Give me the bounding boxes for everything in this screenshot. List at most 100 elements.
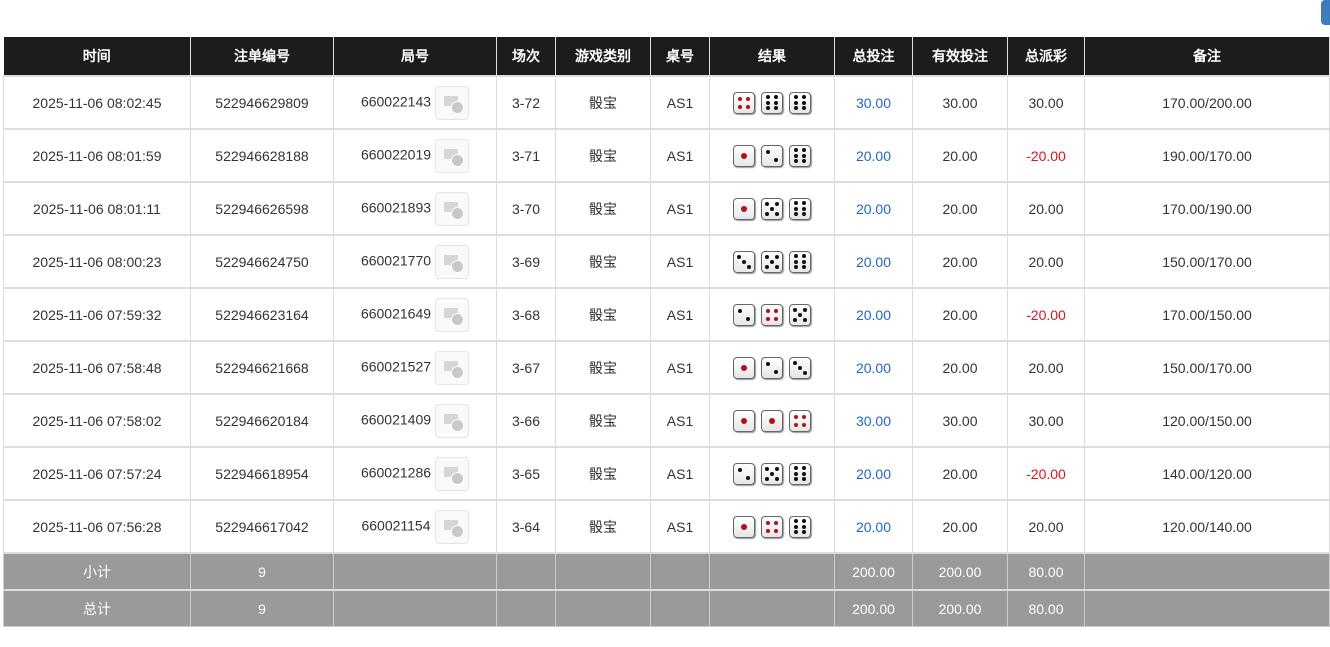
bet-id-cell: 522946621668 — [190, 340, 334, 395]
session-cell: 3-67 — [496, 340, 556, 395]
bet-id-cell: 522946624750 — [190, 234, 334, 289]
header-time: 时间 — [3, 37, 191, 76]
video-replay-icon[interactable] — [435, 403, 470, 438]
footer-valid-bet: 200.00 — [912, 589, 1008, 627]
valid-bet-cell: 30.00 — [912, 75, 1008, 130]
total-payout-cell: 20.00 — [1007, 340, 1085, 395]
dice-5-icon — [761, 250, 783, 273]
dice-2-icon — [733, 303, 755, 326]
session-cell: 3-69 — [496, 234, 556, 289]
dice-4-icon — [733, 91, 755, 114]
table-row: 2025-11-06 07:58:02 522946620184 660021409… — [3, 393, 1330, 448]
video-replay-icon[interactable] — [435, 191, 470, 226]
session-cell: 3-65 — [496, 446, 556, 501]
bet-id-cell: 522946618954 — [190, 446, 334, 501]
dice-1-icon — [733, 144, 755, 167]
dice-4-icon — [761, 515, 783, 538]
table-no-cell: AS1 — [650, 393, 710, 448]
video-replay-icon[interactable] — [435, 138, 470, 173]
dice-1-icon — [733, 197, 755, 220]
table-no-cell: AS1 — [650, 499, 710, 554]
header-result: 结果 — [709, 37, 835, 76]
game-type-cell: 骰宝 — [555, 75, 651, 130]
game-type-cell: 骰宝 — [555, 128, 651, 183]
result-cell — [709, 181, 835, 236]
footer-empty — [650, 552, 710, 591]
round-cell: 660021154 — [333, 499, 497, 554]
footer-label: 小计 — [3, 552, 191, 591]
round-cell: 660021527 — [333, 340, 497, 395]
round-number: 660021770 — [360, 252, 432, 269]
header-note: 备注 — [1084, 37, 1330, 76]
table-no-cell: AS1 — [650, 287, 710, 342]
dice-6-icon — [789, 462, 811, 485]
header-table-no: 桌号 — [650, 37, 710, 76]
bet-id-cell: 522946623164 — [190, 287, 334, 342]
game-type-cell: 骰宝 — [555, 446, 651, 501]
dice-6-icon — [789, 250, 811, 273]
time-cell: 2025-11-06 07:58:48 — [3, 340, 191, 395]
footer-empty — [709, 589, 835, 627]
dice-2-icon — [733, 462, 755, 485]
result-cell — [709, 393, 835, 448]
header-game-type: 游戏类别 — [555, 37, 651, 76]
result-cell — [709, 499, 835, 554]
time-cell: 2025-11-06 07:58:02 — [3, 393, 191, 448]
footer-empty — [1084, 552, 1330, 591]
note-cell: 170.00/200.00 — [1084, 75, 1330, 130]
note-cell: 170.00/190.00 — [1084, 181, 1330, 236]
footer-empty — [1084, 589, 1330, 627]
total-payout-cell: 30.00 — [1007, 75, 1085, 130]
valid-bet-cell: 20.00 — [912, 446, 1008, 501]
note-cell: 120.00/140.00 — [1084, 499, 1330, 554]
table-row: 2025-11-06 07:59:32 522946623164 660021649… — [3, 287, 1330, 342]
dice-5-icon — [761, 462, 783, 485]
video-replay-icon[interactable] — [435, 350, 470, 385]
game-type-cell: 骰宝 — [555, 234, 651, 289]
video-replay-icon[interactable] — [434, 509, 469, 544]
total-bet-cell: 30.00 — [834, 393, 913, 448]
total-bet-cell: 20.00 — [834, 446, 913, 501]
header-bet-id: 注单编号 — [190, 37, 334, 76]
dice-6-icon — [789, 197, 811, 220]
footer-count: 9 — [190, 589, 334, 627]
video-replay-icon[interactable] — [435, 85, 470, 120]
footer-empty — [555, 552, 651, 591]
total-payout-cell: -20.00 — [1007, 446, 1085, 501]
total-bet-cell: 30.00 — [834, 75, 913, 130]
grand-total-row: 总计 9 200.00 200.00 80.00 — [3, 589, 1330, 627]
total-payout-cell: 20.00 — [1007, 181, 1085, 236]
time-cell: 2025-11-06 07:59:32 — [3, 287, 191, 342]
video-replay-icon[interactable] — [435, 244, 470, 279]
header-total-payout: 总派彩 — [1007, 37, 1085, 76]
footer-empty — [496, 552, 556, 591]
round-cell: 660021409 — [333, 393, 497, 448]
result-cell — [709, 128, 835, 183]
time-cell: 2025-11-06 08:01:11 — [3, 181, 191, 236]
round-number: 660021649 — [360, 305, 432, 322]
round-cell: 660022019 — [333, 128, 497, 183]
table-header-row: 时间 注单编号 局号 场次 游戏类别 桌号 结果 总投注 有效投注 总派彩 备注 — [3, 37, 1330, 76]
table-row: 2025-11-06 08:00:23 522946624750 660021770… — [3, 234, 1330, 289]
video-replay-icon[interactable] — [435, 456, 470, 491]
result-cell — [709, 287, 835, 342]
footer-empty — [496, 589, 556, 627]
result-cell — [709, 446, 835, 501]
valid-bet-cell: 20.00 — [912, 287, 1008, 342]
video-replay-icon[interactable] — [435, 297, 470, 332]
side-tab-button[interactable] — [1321, 0, 1330, 25]
round-number: 660022143 — [360, 93, 432, 110]
game-type-cell: 骰宝 — [555, 340, 651, 395]
dice-1-icon — [761, 409, 783, 432]
table-no-cell: AS1 — [650, 234, 710, 289]
table-row: 2025-11-06 08:01:11 522946626598 660021893… — [3, 181, 1330, 236]
total-bet-cell: 20.00 — [834, 287, 913, 342]
dice-3-icon — [789, 356, 811, 379]
note-cell: 190.00/170.00 — [1084, 128, 1330, 183]
footer-count: 9 — [190, 552, 334, 591]
total-payout-cell: 30.00 — [1007, 393, 1085, 448]
table-no-cell: AS1 — [650, 181, 710, 236]
table-no-cell: AS1 — [650, 340, 710, 395]
table-row: 2025-11-06 08:01:59 522946628188 660022019… — [3, 128, 1330, 183]
dice-6-icon — [789, 515, 811, 538]
